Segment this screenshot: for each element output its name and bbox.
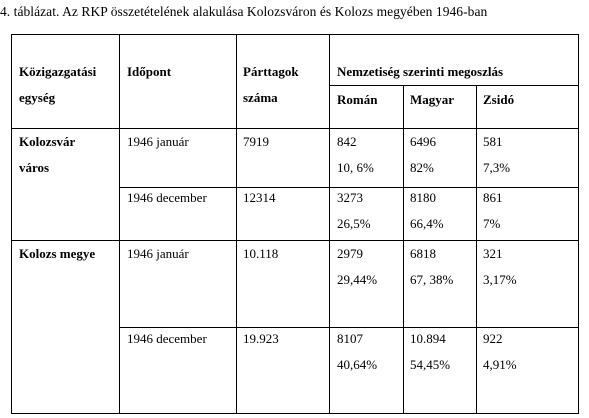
- column-rule: [236, 34, 237, 414]
- header-nationality: Nemzetiség szerinti megoszlás: [337, 64, 504, 79]
- header-jewish: Zsidó: [483, 92, 515, 107]
- cell-time: 1946 december: [127, 190, 207, 205]
- data-table: Közigazgatási egység Időpont Párttagok s…: [11, 34, 579, 414]
- cell-jewish: 861 7%: [483, 190, 503, 231]
- cell-romanian: 3273 26,5%: [337, 190, 371, 231]
- header-time: Időpont: [127, 64, 172, 79]
- cell-members: 12314: [243, 190, 276, 205]
- group-rule: [11, 240, 579, 241]
- header-romanian: Román: [337, 92, 378, 107]
- cell-romanian: 8107 40,64%: [337, 331, 378, 372]
- group-label: Kolozs megye: [19, 246, 96, 261]
- cell-time: 1946 január: [127, 246, 189, 261]
- header-members: Párttagok száma: [243, 64, 299, 105]
- cell-members: 7919: [243, 134, 269, 149]
- header-bottom-rule: [11, 128, 579, 129]
- column-rule: [403, 85, 404, 414]
- cell-hungarian: 8180 66,4%: [410, 190, 444, 231]
- header-subrule: [329, 85, 579, 86]
- cell-jewish: 922 4,91%: [483, 331, 517, 372]
- group-label: Kolozsvár város: [19, 134, 76, 175]
- cell-hungarian: 6818 67, 38%: [410, 246, 454, 287]
- table-border-left: [11, 34, 12, 414]
- cell-time: 1946 január: [127, 134, 189, 149]
- table-border-bottom: [11, 413, 579, 414]
- header-unit: Közigazgatási egység: [19, 64, 97, 105]
- cell-members: 19.923: [243, 331, 279, 346]
- table-caption: 4. táblázat. Az RKP összetételének alaku…: [0, 4, 488, 19]
- cell-hungarian: 6496 82%: [410, 134, 436, 175]
- column-rule: [329, 34, 330, 414]
- cell-time: 1946 december: [127, 331, 207, 346]
- row-rule: [119, 187, 579, 188]
- cell-hungarian: 10.894 54,45%: [410, 331, 451, 372]
- table-border-top: [11, 34, 579, 35]
- column-rule: [476, 85, 477, 414]
- row-rule: [119, 327, 579, 328]
- column-rule: [119, 34, 120, 414]
- cell-jewish: 581 7,3%: [483, 134, 511, 175]
- cell-romanian: 842 10, 6%: [337, 134, 374, 175]
- table-border-right: [578, 34, 579, 414]
- cell-romanian: 2979 29,44%: [337, 246, 378, 287]
- header-hungarian: Magyar: [410, 92, 455, 107]
- cell-jewish: 321 3,17%: [483, 246, 517, 287]
- cell-members: 10.118: [243, 246, 279, 261]
